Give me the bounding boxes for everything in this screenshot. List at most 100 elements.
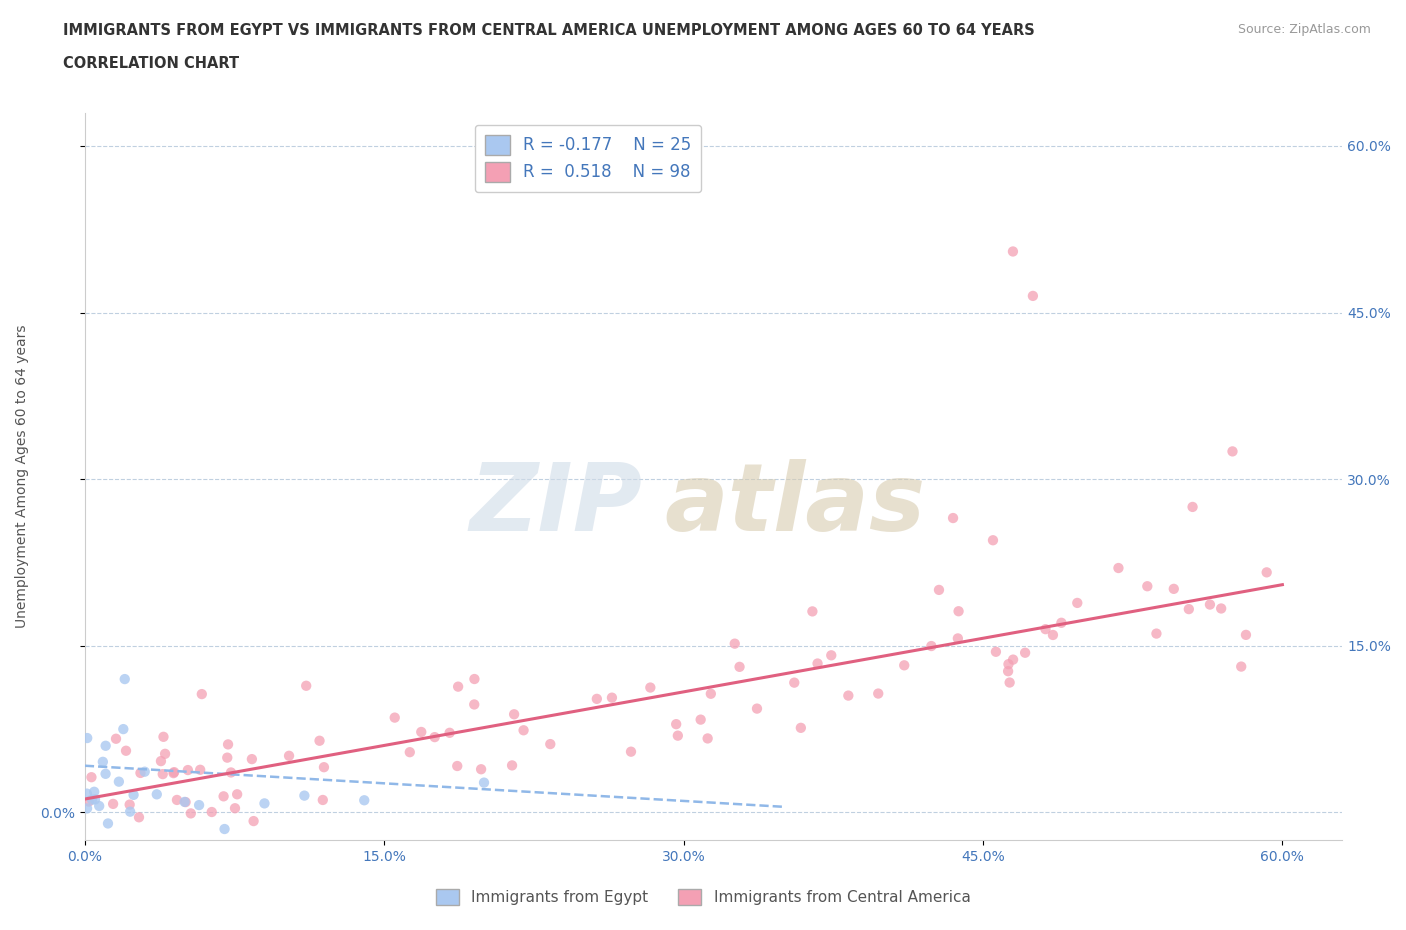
Point	[76, 786, 98, 801]
Point	[295, 678, 318, 693]
Point	[118, 797, 141, 812]
Point	[146, 787, 169, 802]
Point	[1178, 602, 1201, 617]
Point	[89, 799, 111, 814]
Point	[115, 743, 138, 758]
Point	[997, 664, 1019, 679]
Point	[920, 639, 942, 654]
Point	[188, 798, 211, 813]
Point	[97, 816, 120, 830]
Point	[76, 801, 98, 816]
Point	[240, 751, 263, 766]
Point	[1199, 597, 1222, 612]
Point	[1146, 626, 1168, 641]
Point	[439, 725, 461, 740]
Point	[696, 731, 718, 746]
Point	[1136, 578, 1159, 593]
Text: CORRELATION CHART: CORRELATION CHART	[63, 56, 239, 71]
Point	[120, 804, 142, 819]
Point	[108, 774, 131, 789]
Point	[928, 582, 950, 597]
Point	[201, 804, 224, 819]
Point	[600, 690, 623, 705]
Point	[166, 792, 188, 807]
Point	[278, 749, 301, 764]
Text: Source: ZipAtlas.com: Source: ZipAtlas.com	[1237, 23, 1371, 36]
Point	[188, 763, 211, 777]
Point	[162, 765, 184, 780]
Point	[217, 737, 239, 751]
Point	[1230, 659, 1253, 674]
Point	[134, 764, 156, 779]
Point	[1042, 628, 1064, 643]
Point	[105, 731, 128, 746]
Legend: Immigrants from Egypt, Immigrants from Central America: Immigrants from Egypt, Immigrants from C…	[429, 883, 977, 911]
Point	[84, 792, 107, 807]
Point	[152, 729, 174, 744]
Point	[745, 701, 768, 716]
Point	[997, 657, 1019, 671]
Point	[1107, 561, 1129, 576]
Point	[91, 754, 114, 769]
Point	[1050, 616, 1073, 631]
Point	[122, 788, 145, 803]
Point	[463, 671, 485, 686]
Point	[790, 721, 813, 736]
Text: atlas: atlas	[665, 459, 927, 551]
Point	[538, 737, 561, 751]
Point	[447, 679, 470, 694]
Point	[152, 766, 174, 781]
Point	[80, 792, 103, 807]
Point	[1035, 622, 1057, 637]
Point	[83, 784, 105, 799]
Point	[398, 745, 420, 760]
Point	[308, 733, 330, 748]
Text: IMMIGRANTS FROM EGYPT VS IMMIGRANTS FROM CENTRAL AMERICA UNEMPLOYMENT AMONG AGES: IMMIGRANTS FROM EGYPT VS IMMIGRANTS FROM…	[63, 23, 1035, 38]
Point	[94, 766, 117, 781]
Point	[463, 697, 485, 711]
Point	[503, 707, 526, 722]
Point	[219, 765, 242, 780]
Point	[724, 636, 747, 651]
Point	[728, 659, 751, 674]
Point	[353, 793, 375, 808]
Point	[689, 712, 711, 727]
Point	[292, 789, 315, 804]
Point	[80, 770, 103, 785]
Point	[177, 763, 200, 777]
Point	[783, 675, 806, 690]
Point	[312, 792, 335, 807]
Point	[868, 686, 890, 701]
Point	[512, 723, 534, 737]
Point	[1002, 652, 1025, 667]
Point	[214, 821, 236, 836]
Point	[472, 776, 495, 790]
Point	[942, 511, 965, 525]
Point	[114, 671, 136, 686]
Point	[312, 760, 335, 775]
Point	[1256, 565, 1278, 579]
Point	[77, 794, 100, 809]
Point	[1014, 645, 1036, 660]
Point	[801, 604, 824, 618]
Point	[411, 724, 433, 739]
Point	[700, 686, 723, 701]
Point	[665, 717, 688, 732]
Legend: R = -0.177    N = 25, R =  0.518    N = 98: R = -0.177 N = 25, R = 0.518 N = 98	[474, 125, 702, 192]
Point	[946, 631, 969, 645]
Point	[384, 711, 406, 725]
Point	[1022, 288, 1045, 303]
Point	[191, 686, 214, 701]
Point	[1001, 244, 1024, 259]
Point	[1181, 499, 1204, 514]
Point	[217, 751, 239, 765]
Point	[224, 801, 246, 816]
Point	[640, 680, 662, 695]
Point	[470, 762, 492, 777]
Point	[101, 796, 124, 811]
Point	[173, 794, 195, 809]
Point	[94, 738, 117, 753]
Point	[149, 753, 172, 768]
Point	[128, 810, 150, 825]
Point	[180, 806, 202, 821]
